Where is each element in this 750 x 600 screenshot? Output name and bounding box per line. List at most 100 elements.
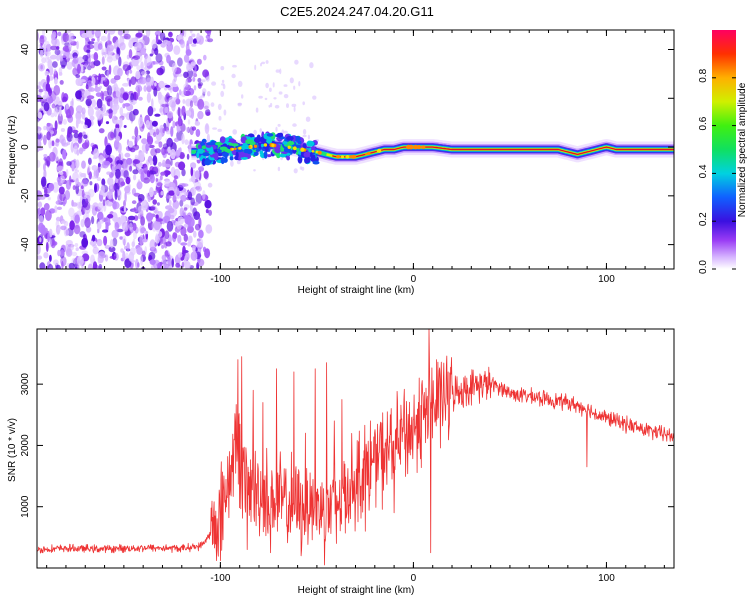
noise-blob [168, 190, 175, 196]
noise-blob [180, 242, 188, 246]
noise-blob [138, 151, 145, 161]
ridge-blob [240, 156, 248, 160]
snr-frame [36, 328, 675, 569]
noise-blob [237, 102, 243, 106]
noise-blob [92, 244, 97, 248]
noise-blob [203, 54, 207, 61]
noise-blob [68, 207, 75, 218]
noise-blob [128, 251, 135, 262]
noise-blob [190, 61, 197, 66]
noise-blob [134, 126, 139, 138]
noise-blob [91, 30, 95, 35]
noise-blob [134, 154, 138, 160]
noise-blob [41, 57, 47, 64]
noise-blob [152, 155, 158, 166]
noise-blob [188, 35, 193, 45]
ridge-blob [254, 137, 261, 143]
noise-blob [107, 32, 111, 43]
noise-blob [187, 241, 191, 247]
noise-blob [37, 118, 40, 123]
noise-blob [193, 85, 197, 91]
noise-blob [170, 214, 175, 220]
noise-blob [47, 59, 53, 70]
noise-blob [221, 83, 225, 86]
ridge-blob [294, 135, 301, 142]
ridge-blob [196, 151, 200, 159]
noise-blob [87, 80, 92, 88]
noise-blob [51, 37, 58, 46]
noise-blob [104, 47, 107, 58]
noise-blob [302, 128, 307, 135]
noise-blob [179, 199, 184, 207]
noise-blob [58, 186, 65, 195]
noise-blob [111, 212, 118, 222]
noise-blob [75, 247, 79, 252]
noise-blob [39, 262, 46, 269]
noise-blob [43, 125, 47, 131]
noise-blob [43, 134, 47, 146]
noise-blob [92, 261, 98, 269]
noise-blob [115, 135, 121, 142]
noise-blob [89, 240, 97, 246]
noise-blob [91, 175, 97, 180]
noise-blob [49, 254, 52, 262]
ridge-hotspot [311, 150, 315, 153]
noise-blob [185, 55, 189, 63]
noise-blob [187, 191, 193, 200]
noise-blob [241, 94, 244, 99]
noise-blob [162, 159, 166, 167]
snr-x-axis-label: Height of straight line (km) [298, 585, 415, 596]
noise-blob [83, 134, 88, 139]
noise-blob [128, 37, 136, 42]
noise-blob [149, 174, 155, 184]
noise-blob [190, 108, 195, 119]
noise-blob [113, 75, 121, 81]
ridge-blob [219, 146, 228, 151]
noise-blob [68, 262, 75, 269]
ridge-blob [215, 141, 223, 146]
noise-blob [265, 82, 269, 89]
noise-blob [109, 99, 113, 109]
noise-blob [286, 103, 289, 108]
noise-blob [55, 264, 61, 269]
noise-blob [65, 179, 71, 190]
noise-blob [129, 165, 133, 172]
snr-y-axis: 1000 2000 3000 [20, 373, 674, 518]
noise-blob [87, 65, 92, 71]
noise-blob [37, 201, 43, 208]
x-tick-label: 0 [411, 573, 417, 584]
noise-blob [87, 106, 94, 118]
noise-blob [74, 169, 79, 173]
noise-blob [72, 129, 79, 134]
noise-blob [205, 124, 209, 130]
noise-blob [142, 177, 151, 184]
noise-blob [133, 207, 137, 212]
noise-blob [107, 85, 113, 96]
noise-blob [179, 152, 185, 160]
noise-blob [145, 77, 152, 88]
noise-blob [129, 99, 137, 105]
noise-blob [182, 245, 186, 257]
noise-blob [98, 154, 104, 164]
noise-blob [105, 95, 113, 102]
noise-blob [144, 55, 152, 67]
noise-blob [148, 144, 155, 149]
ridge-hotspot [292, 146, 297, 151]
noise-blob [170, 148, 176, 160]
noise-blob [112, 103, 120, 111]
noise-blob [38, 81, 42, 86]
noise-blob [87, 263, 93, 269]
noise-blob [59, 192, 66, 202]
noise-blob [81, 107, 86, 115]
noise-blob [55, 138, 60, 143]
noise-blob [44, 186, 48, 196]
noise-blob [62, 96, 68, 103]
noise-blob [149, 239, 156, 251]
noise-blob [132, 144, 140, 151]
noise-blob [151, 39, 157, 50]
noise-blob [79, 231, 86, 238]
noise-blob [91, 216, 95, 225]
noise-blob [177, 115, 182, 127]
noise-blob [106, 70, 110, 78]
noise-blob [145, 143, 150, 152]
